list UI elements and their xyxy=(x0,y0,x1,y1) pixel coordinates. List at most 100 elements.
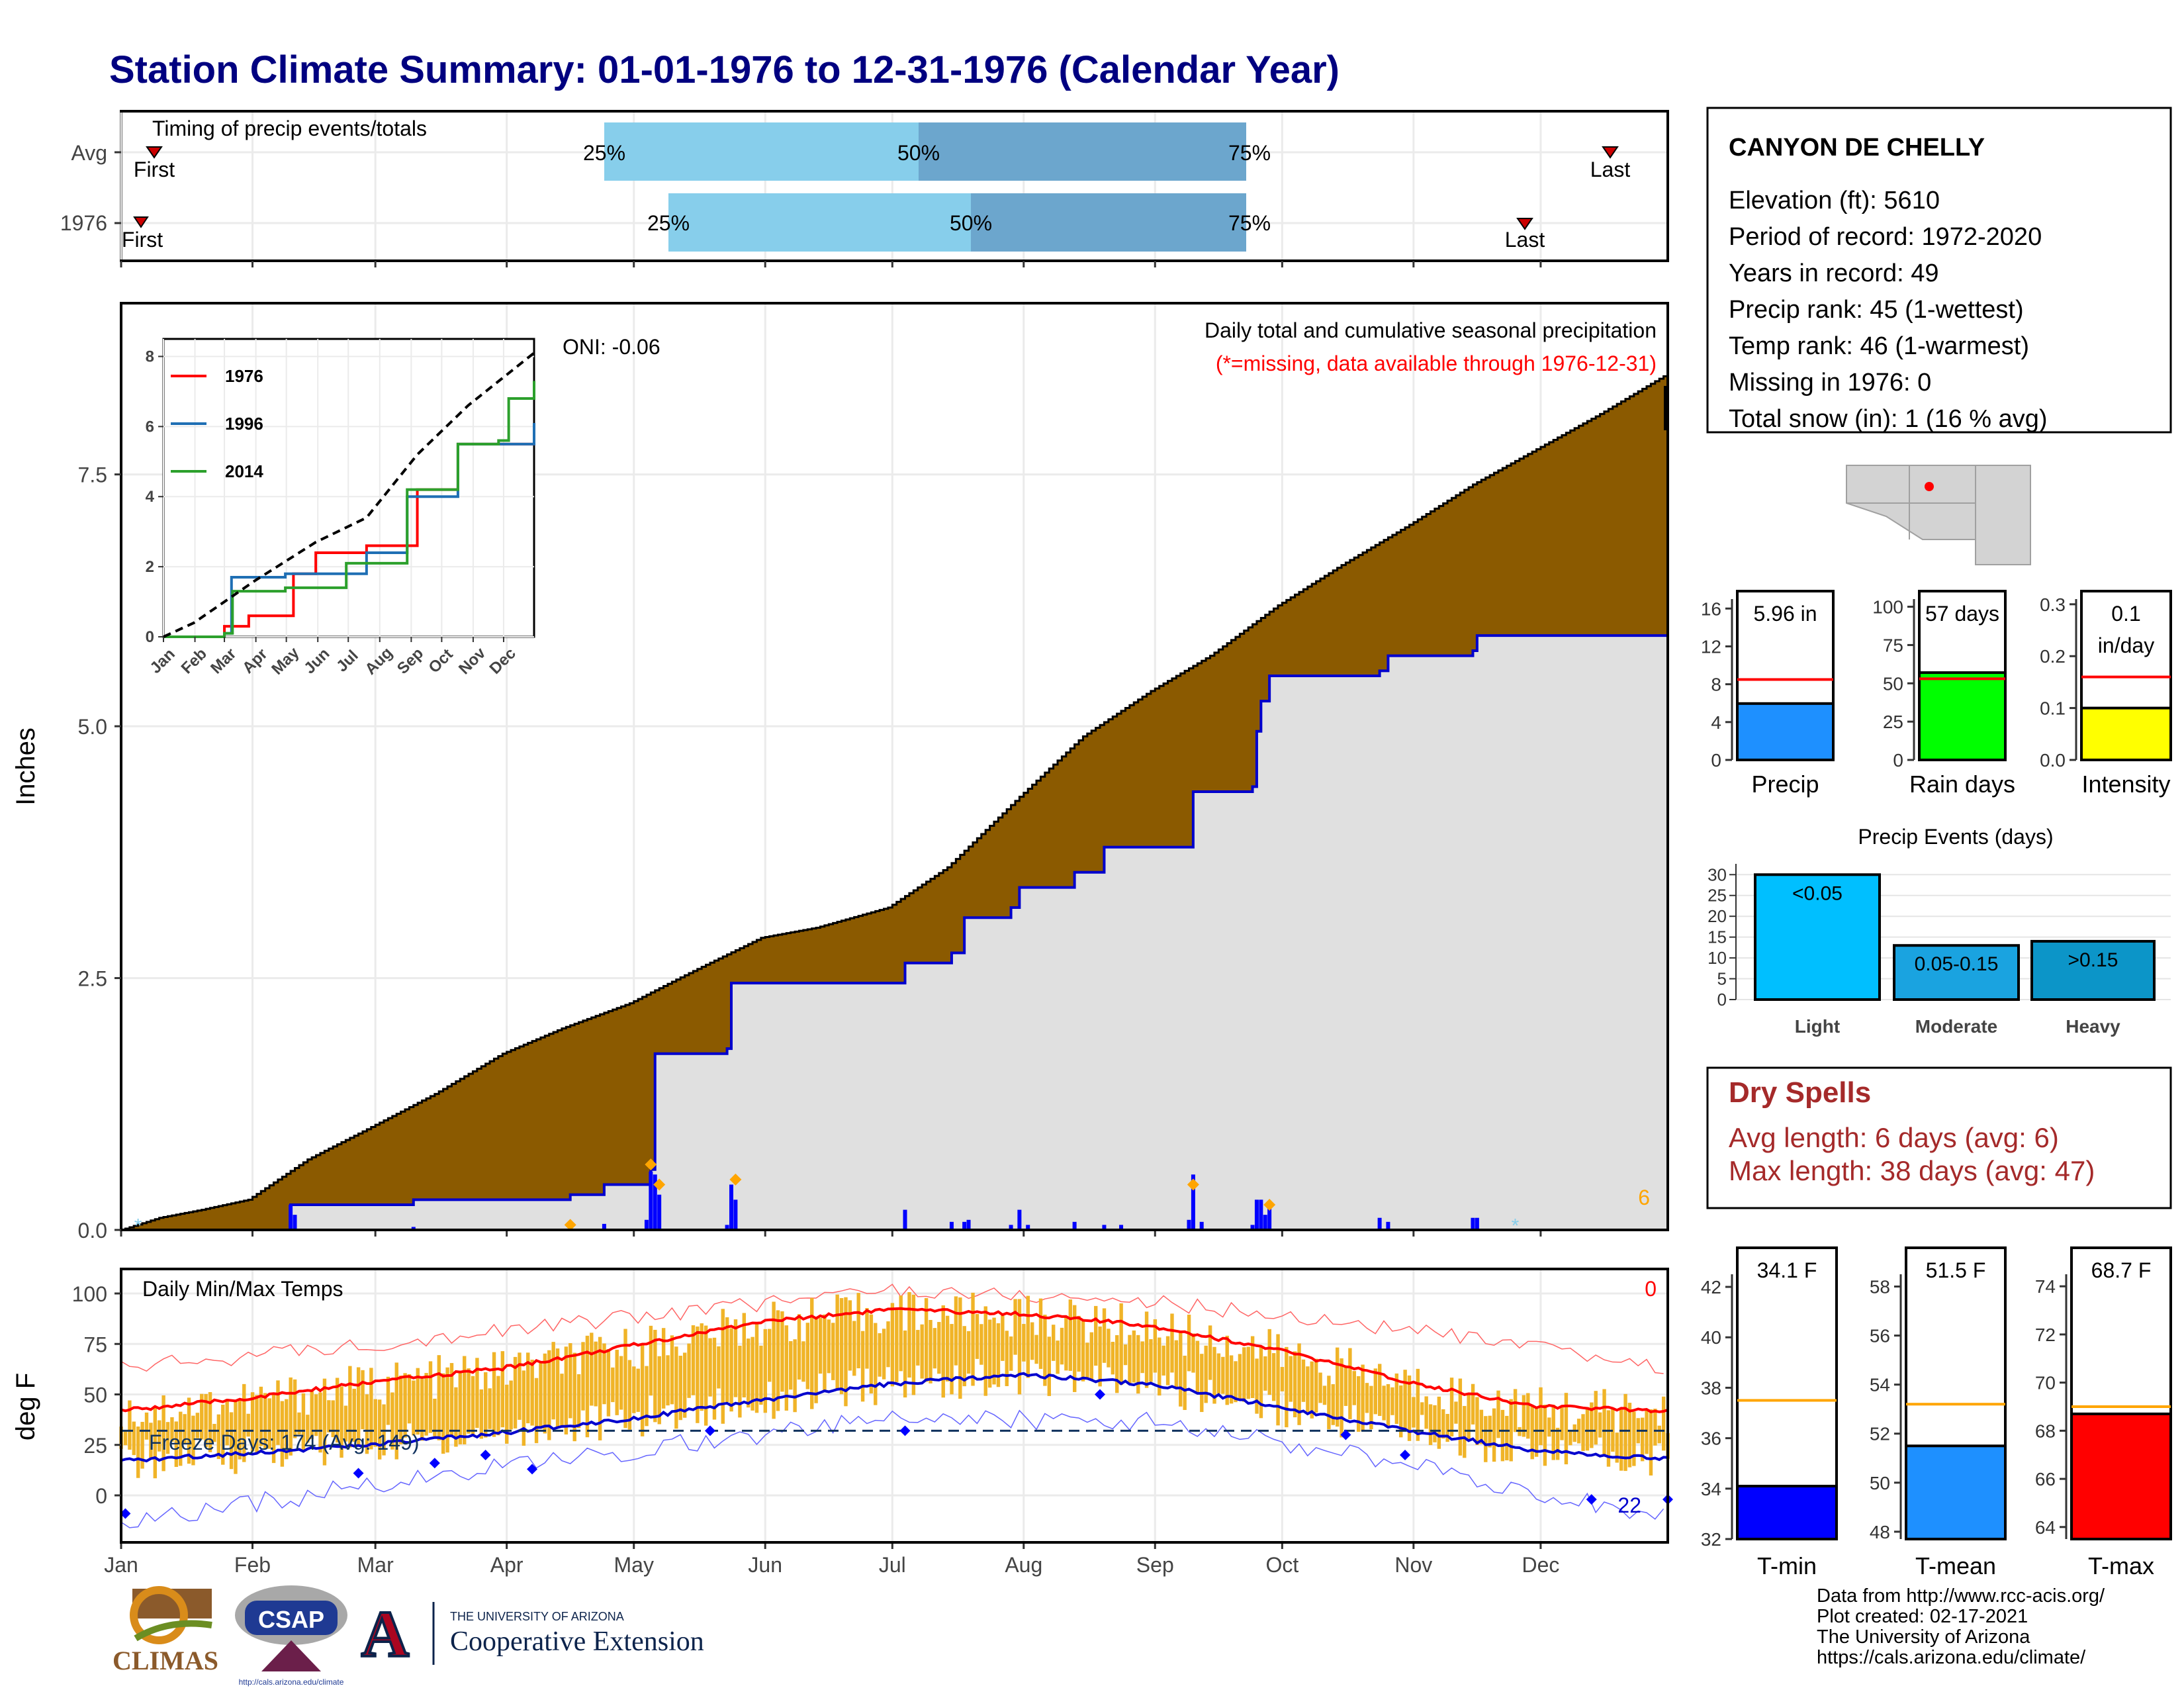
credit-line: The University of Arizona xyxy=(1817,1626,2030,1648)
daily-temp-range-bar xyxy=(907,1292,911,1378)
daily-temp-range-bar xyxy=(941,1305,945,1398)
daily-temp-range-bar xyxy=(314,1394,318,1436)
daily-temp-range-bar xyxy=(1187,1315,1191,1372)
daily-temp-range-bar xyxy=(1043,1315,1047,1386)
tmean-bar-chart: 48 50 52 54 56 58 51.5 F T-mean xyxy=(1870,1246,2007,1579)
daily-temp-range-bar xyxy=(149,1423,153,1459)
station-info-line: Years in record: 49 xyxy=(1729,259,1939,287)
daily-temp-range-bar xyxy=(179,1411,183,1466)
bar-value-text: 68.7 F xyxy=(2091,1258,2152,1282)
daily-precip-bar xyxy=(1263,1215,1267,1230)
daily-temp-range-bar xyxy=(1115,1335,1119,1393)
daily-temp-range-bar xyxy=(1373,1368,1378,1415)
daily-temp-range-bar xyxy=(856,1293,860,1369)
daily-temp-range-bar xyxy=(895,1309,899,1382)
bar-axis-label: 4 xyxy=(1711,712,1721,733)
daily-temp-range-bar xyxy=(373,1399,377,1447)
daily-temp-range-bar xyxy=(458,1372,463,1444)
daily-temp-range-bar xyxy=(874,1323,878,1405)
daily-temp-range-bar xyxy=(899,1295,903,1372)
daily-temp-range-bar xyxy=(687,1343,691,1398)
daily-temp-range-bar xyxy=(1513,1389,1518,1432)
daily-temp-range-bar xyxy=(1085,1342,1089,1379)
bar-value-fill xyxy=(2070,1412,2172,1541)
daily-precip-bar xyxy=(1187,1219,1191,1230)
daily-temp-range-bar xyxy=(623,1329,627,1429)
daily-temp-range-bar xyxy=(733,1319,738,1397)
daily-temp-range-bar xyxy=(860,1331,865,1402)
daily-temp-range-bar xyxy=(1509,1399,1513,1462)
station-info-line: Missing in 1976: 0 xyxy=(1729,369,1931,397)
daily-temp-range-bar xyxy=(297,1412,301,1435)
daily-temp-range-bar xyxy=(289,1377,293,1456)
daily-temp-range-bar xyxy=(958,1297,962,1399)
daily-temp-range-bar xyxy=(1576,1419,1581,1444)
daily-temp-range-bar xyxy=(204,1393,208,1448)
locator-map xyxy=(1843,462,2032,568)
daily-temp-range-bar xyxy=(1161,1345,1165,1376)
daily-temp-range-bar xyxy=(1314,1358,1318,1413)
daily-precip-bar xyxy=(1102,1225,1107,1230)
daily-temp-range-bar xyxy=(1454,1401,1458,1424)
year-p75-label: 75% xyxy=(1228,211,1271,235)
avg-last-marker xyxy=(1602,146,1619,159)
month-label: Dec xyxy=(1522,1553,1559,1577)
daily-temp-range-bar xyxy=(1246,1346,1250,1399)
precip-ylabel: Inches xyxy=(11,727,40,806)
daily-temp-range-bar xyxy=(810,1297,814,1409)
ua-line1: THE UNIVERSITY OF ARIZONA xyxy=(450,1610,624,1623)
credit-line: Plot created: 02-17-2021 xyxy=(1817,1606,2028,1627)
daily-precip-bar xyxy=(1386,1221,1390,1230)
daily-temp-range-bar xyxy=(449,1363,454,1436)
inset-legend-label: 2014 xyxy=(225,461,263,481)
daily-precip-bar xyxy=(289,1204,293,1230)
daily-temp-range-bar xyxy=(208,1392,212,1452)
daily-temp-range-bar xyxy=(1598,1412,1602,1438)
daily-temp-range-bar xyxy=(343,1405,348,1442)
events-category-label: Moderate xyxy=(1915,1016,1997,1037)
record-low-marker xyxy=(429,1458,440,1469)
daily-temp-range-bar xyxy=(1165,1336,1170,1385)
daily-temp-range-bar xyxy=(1526,1393,1530,1439)
daily-temp-range-bar xyxy=(801,1341,805,1382)
daily-temp-range-bar xyxy=(1619,1407,1623,1471)
climas-emblem-swoosh xyxy=(134,1620,212,1642)
bar-axis-label: 52 xyxy=(1870,1424,1890,1444)
daily-temp-range-bar xyxy=(763,1329,768,1413)
bar-axis-label: 8 xyxy=(1711,675,1721,695)
daily-temp-range-bar xyxy=(1144,1311,1149,1388)
inset-ytick-label: 0 xyxy=(146,628,154,646)
daily-temp-range-bar xyxy=(754,1322,759,1413)
daily-temp-range-bar xyxy=(1017,1299,1022,1395)
daily-temp-range-bar xyxy=(747,1338,751,1408)
daily-temp-range-bar xyxy=(1322,1385,1327,1405)
daily-temp-range-bar xyxy=(962,1326,966,1387)
month-label: Jun xyxy=(748,1553,782,1577)
credit-line: Data from http://www.rcc-acis.org/ xyxy=(1817,1585,2105,1607)
daily-temp-range-bar xyxy=(267,1398,271,1449)
avg-p50-label: 50% xyxy=(897,141,940,165)
station-info-line: Elevation (ft): 5610 xyxy=(1729,187,1940,214)
daily-temp-range-bar xyxy=(564,1346,569,1434)
events-tick-label: 30 xyxy=(1707,865,1727,884)
daily-precip-bar xyxy=(657,1194,662,1230)
month-label: Sep xyxy=(1136,1553,1174,1577)
daily-temp-range-bar xyxy=(789,1341,793,1390)
precip-frame xyxy=(120,302,1669,1231)
daily-temp-range-bar xyxy=(590,1333,594,1406)
corner-count: 6 xyxy=(1638,1186,1650,1209)
daily-temp-range-bar xyxy=(200,1393,204,1440)
daily-temp-range-bar xyxy=(1073,1305,1077,1392)
daily-temp-range-bar xyxy=(416,1368,420,1435)
precip-ytick-label: 5.0 xyxy=(78,715,107,739)
dry-spells-title: Dry Spells xyxy=(1729,1076,1871,1109)
daily-temp-range-bar xyxy=(123,1431,128,1446)
daily-temp-range-bar xyxy=(1547,1417,1551,1437)
daily-temp-range-bar xyxy=(484,1372,488,1438)
bar-axis-label: 34 xyxy=(1701,1479,1721,1499)
daily-temp-range-bar xyxy=(1052,1325,1056,1361)
daily-temp-range-bar xyxy=(492,1352,496,1437)
daily-temp-range-bar xyxy=(340,1386,343,1458)
hot-count: 0 xyxy=(1645,1277,1657,1301)
daily-temp-range-bar xyxy=(992,1317,996,1385)
